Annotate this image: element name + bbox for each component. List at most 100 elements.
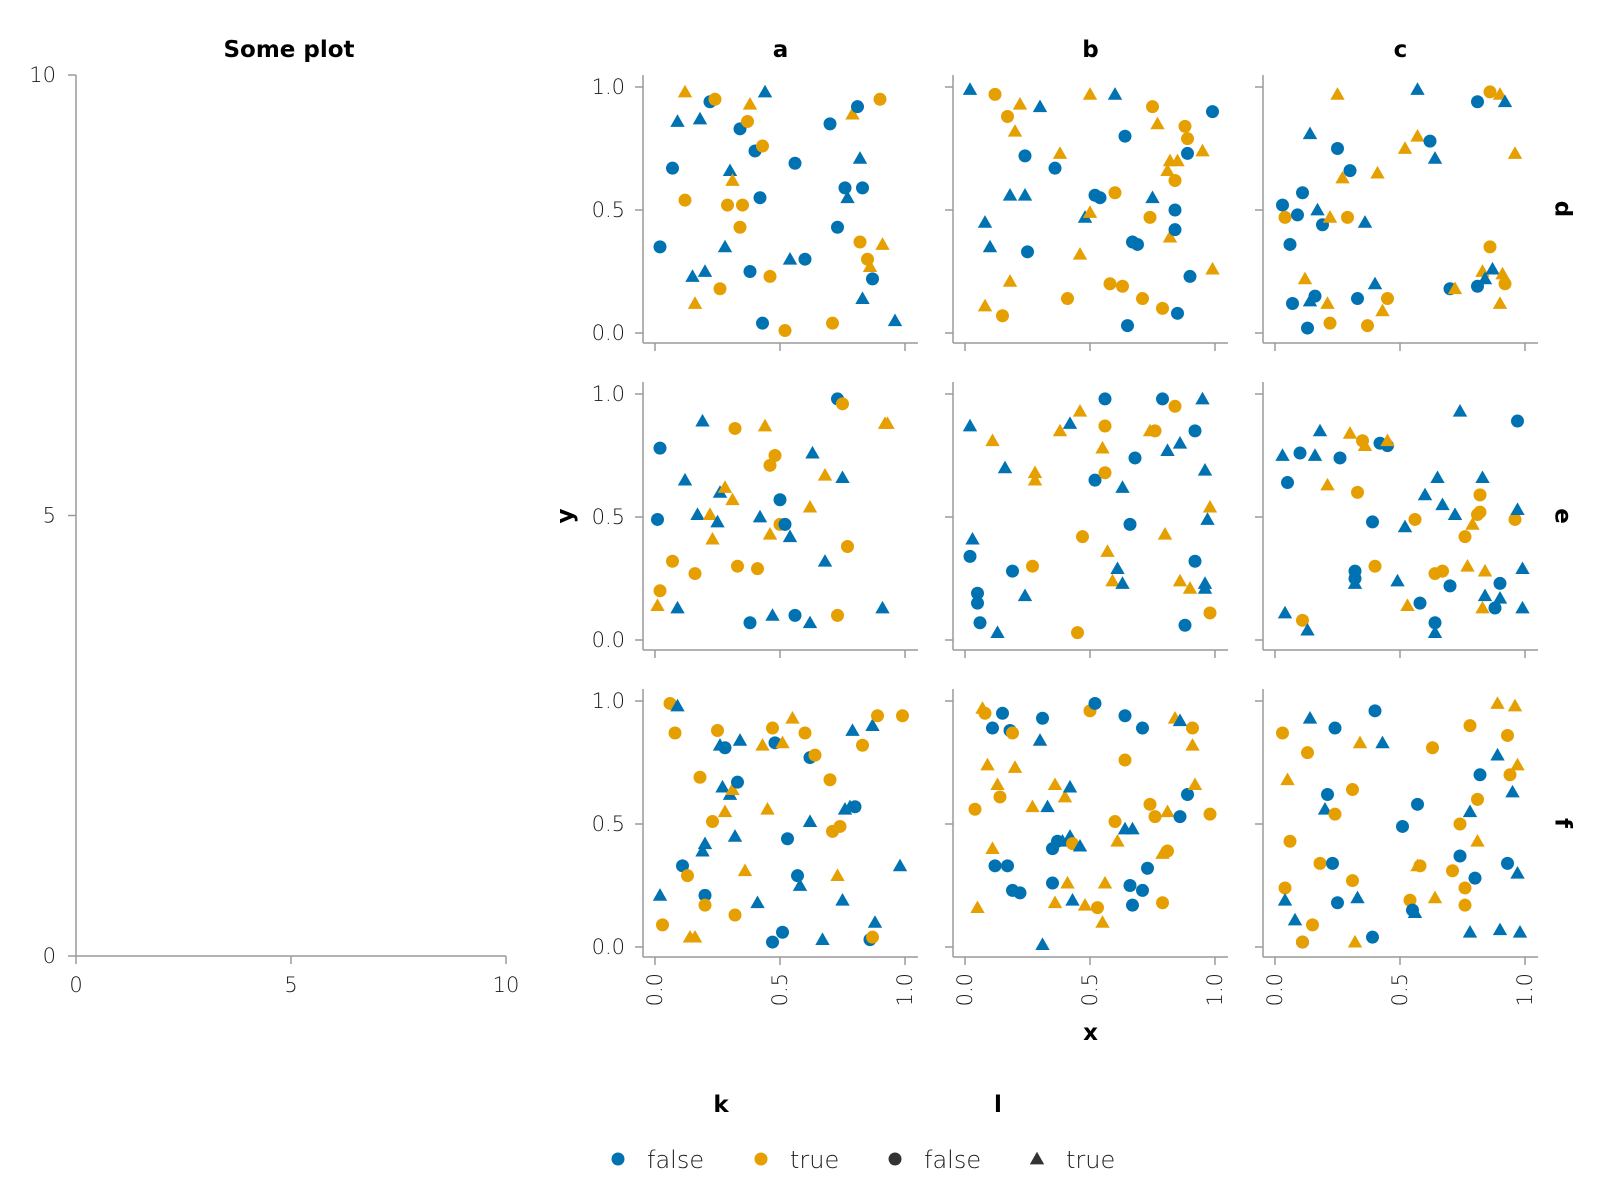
circle-point xyxy=(1296,186,1309,200)
triangle-point xyxy=(980,757,995,771)
triangle-point xyxy=(1310,202,1325,216)
triangle-point xyxy=(1390,573,1405,587)
circle-point xyxy=(1333,451,1347,465)
circle-point xyxy=(698,888,712,902)
circle-point xyxy=(731,775,744,789)
legend-l-true: true xyxy=(1066,1146,1115,1174)
legend: k l false true false true xyxy=(611,1092,1115,1174)
triangle-point xyxy=(775,735,790,749)
circle-point xyxy=(1183,269,1197,283)
triangle-point xyxy=(1072,838,1088,852)
triangle-point xyxy=(1170,153,1185,167)
triangle-point xyxy=(1017,188,1033,201)
triangle-point xyxy=(757,418,773,432)
triangle-point xyxy=(1357,215,1373,228)
triangle-point xyxy=(805,445,820,459)
panel-y-tick-label: 1.0 xyxy=(592,75,625,99)
triangle-point xyxy=(1082,205,1098,218)
circle-point xyxy=(1046,876,1059,890)
triangle-point xyxy=(1495,266,1510,280)
circle-point xyxy=(1048,161,1062,175)
triangle-point xyxy=(710,514,725,528)
panel-c-e xyxy=(1255,382,1538,658)
triangle-point xyxy=(750,895,765,909)
triangle-point xyxy=(1492,922,1508,936)
triangle-point xyxy=(965,531,980,545)
triangle-point xyxy=(1017,588,1033,602)
triangle-point xyxy=(1380,433,1395,447)
circle-point xyxy=(1343,164,1357,178)
triangle-point xyxy=(1460,559,1475,572)
circle-point xyxy=(653,584,667,598)
circle-point xyxy=(838,181,852,195)
triangle-point xyxy=(1507,698,1523,712)
triangle-point xyxy=(990,777,1005,791)
circle-point xyxy=(1093,191,1107,205)
circle-point xyxy=(741,114,754,128)
circle-point xyxy=(1326,856,1339,870)
panel-x-tick-label: 0.5 xyxy=(1388,973,1412,1006)
triangle-point xyxy=(677,84,693,98)
circle-point xyxy=(1136,721,1149,735)
panel-c-f: 0.0 0.5 1.0 xyxy=(1255,689,1538,1006)
panel-x-tick-label: 0.5 xyxy=(768,973,792,1006)
triangle-point xyxy=(892,858,908,872)
circle-point xyxy=(1296,935,1309,949)
triangle-point xyxy=(1510,757,1525,771)
triangle-point xyxy=(1307,448,1323,461)
triangle-point xyxy=(1197,463,1213,476)
triangle-point xyxy=(1047,895,1063,909)
circle-point xyxy=(831,608,844,622)
circle-point xyxy=(1286,296,1299,310)
triangle-point xyxy=(1477,563,1493,577)
circle-point xyxy=(1006,564,1019,578)
circle-point xyxy=(1146,100,1159,114)
triangle-point xyxy=(1297,271,1313,285)
circle-point xyxy=(711,724,724,738)
circle-point xyxy=(1471,95,1484,109)
triangle-point xyxy=(1052,146,1068,159)
triangle-point xyxy=(1510,502,1525,516)
circle-point xyxy=(721,198,734,212)
circle-point xyxy=(1483,240,1497,254)
circle-point xyxy=(1141,861,1154,875)
circle-point xyxy=(763,269,777,283)
triangle-point xyxy=(782,252,798,265)
triangle-point xyxy=(1060,875,1075,889)
triangle-point xyxy=(985,841,1000,854)
circle-point xyxy=(856,181,869,195)
circle-point xyxy=(1503,768,1517,782)
triangle-point xyxy=(1205,261,1220,275)
triangle-point xyxy=(765,608,780,621)
triangle-point xyxy=(1370,165,1385,179)
triangle-point xyxy=(1490,747,1505,761)
triangle-point xyxy=(977,215,993,228)
circle-point xyxy=(1346,783,1359,797)
triangle-point xyxy=(1505,784,1520,798)
circle-point xyxy=(1493,576,1507,590)
triangle-point xyxy=(1342,426,1358,439)
triangle-point xyxy=(845,106,860,120)
circle-point xyxy=(996,309,1009,323)
circle-point xyxy=(1173,810,1187,824)
panel-b-d xyxy=(945,75,1228,351)
triangle-point xyxy=(1277,605,1293,619)
triangle-point xyxy=(802,615,818,629)
circle-point xyxy=(1123,517,1137,531)
triangle-point xyxy=(1195,391,1210,405)
triangle-point xyxy=(1302,711,1318,724)
circle-point xyxy=(708,92,722,106)
circle-point xyxy=(1366,515,1379,529)
circle-point xyxy=(1116,279,1129,293)
triangle-point xyxy=(702,507,718,520)
circle-point xyxy=(676,859,689,873)
circle-point xyxy=(1293,446,1307,460)
circle-point xyxy=(651,512,664,526)
circle-point xyxy=(841,540,854,554)
panel-x-tick-label: 0.0 xyxy=(1263,973,1287,1006)
panel-a-f: 0.0 0.5 1.0 0.0 0.5 1.0 xyxy=(592,689,918,1006)
triangle-point xyxy=(1187,777,1203,791)
triangle-point xyxy=(1105,573,1120,587)
circle-point xyxy=(1156,392,1169,406)
circle-point xyxy=(1361,319,1374,333)
